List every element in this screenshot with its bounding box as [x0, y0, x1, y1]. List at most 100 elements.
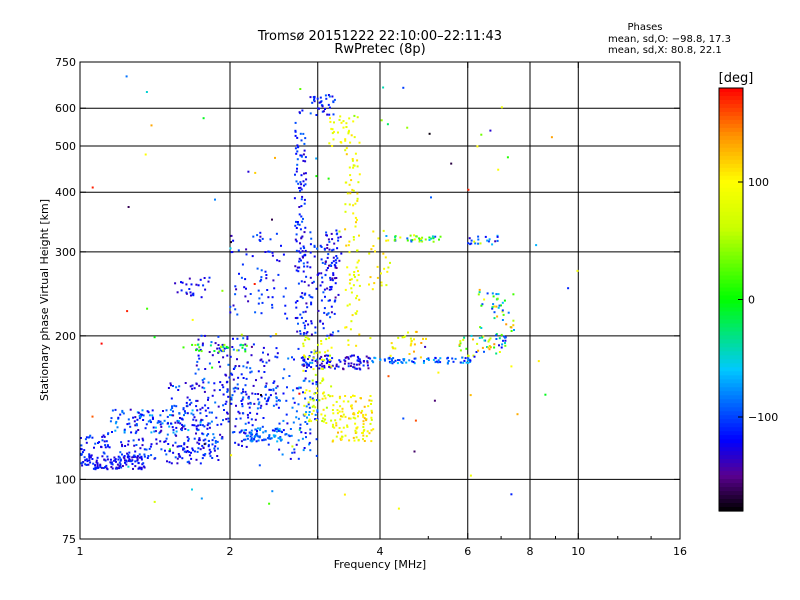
- scatter-point: [129, 408, 132, 411]
- scatter-point: [115, 460, 117, 463]
- scatter-point: [347, 357, 350, 360]
- scatter-point: [222, 349, 225, 352]
- colorbar-segment: [719, 443, 743, 448]
- scatter-point: [249, 371, 252, 374]
- scatter-point: [362, 360, 365, 363]
- scatter-point: [338, 395, 341, 398]
- scatter-point: [402, 417, 405, 420]
- scatter-point: [326, 287, 329, 290]
- scatter-point: [92, 467, 95, 470]
- scatter-point: [427, 357, 430, 360]
- scatter-point: [209, 344, 212, 347]
- scatter-point: [247, 300, 250, 303]
- scatter-point: [198, 442, 201, 445]
- scatter-point: [109, 461, 112, 464]
- scatter-point: [314, 331, 317, 334]
- scatter-point: [298, 392, 301, 395]
- scatter-point: [297, 182, 300, 185]
- scatter-point: [182, 448, 184, 451]
- scatter-point: [322, 378, 325, 381]
- scatter-point: [467, 361, 470, 364]
- scatter-point: [284, 304, 287, 307]
- scatter-point: [409, 234, 412, 237]
- scatter-point: [306, 422, 309, 425]
- scatter-point: [304, 183, 307, 186]
- scatter-point: [469, 474, 472, 477]
- scatter-point: [242, 377, 245, 379]
- scatter-point: [329, 333, 332, 336]
- scatter-point: [241, 444, 243, 447]
- colorbar-segment: [719, 455, 743, 460]
- scatter-point: [373, 282, 376, 285]
- scatter-point: [145, 91, 148, 93]
- scatter-point: [477, 235, 480, 238]
- scatter-point: [282, 295, 285, 298]
- scatter-point: [467, 358, 470, 361]
- scatter-point: [206, 434, 208, 437]
- scatter-point: [278, 428, 281, 431]
- scatter-point: [200, 296, 203, 299]
- scatter-point: [211, 443, 214, 446]
- scatter-point: [162, 410, 164, 412]
- scatter-point: [231, 346, 234, 348]
- scatter-point: [244, 429, 247, 432]
- scatter-point: [228, 376, 231, 379]
- scatter-point: [190, 457, 193, 460]
- scatter-point: [186, 412, 189, 415]
- scatter-point: [204, 409, 207, 412]
- colorbar-segment: [719, 155, 743, 161]
- scatter-point: [88, 454, 91, 457]
- scatter-point: [126, 423, 129, 426]
- scatter-point: [299, 189, 301, 192]
- scatter-point: [197, 354, 200, 357]
- scatter-point: [106, 455, 109, 458]
- scatter-point: [304, 156, 307, 159]
- scatter-point: [208, 448, 211, 451]
- scatter-point: [323, 359, 326, 362]
- scatter-point: [171, 407, 174, 410]
- scatter-point: [369, 422, 372, 425]
- scatter-point: [132, 416, 135, 419]
- scatter-point: [329, 120, 332, 123]
- scatter-point: [124, 461, 126, 464]
- scatter-point: [294, 134, 297, 137]
- colorbar-segment: [719, 343, 743, 348]
- scatter-point: [504, 339, 507, 342]
- scatter-point: [312, 280, 315, 283]
- scatter-point: [188, 277, 191, 280]
- scatter-point: [318, 399, 321, 402]
- scatter-point: [296, 136, 299, 139]
- scatter-point: [226, 380, 229, 383]
- scatter-point: [421, 240, 424, 243]
- scatter-point: [196, 360, 199, 363]
- scatter-point: [137, 429, 140, 431]
- scatter-point: [146, 457, 149, 459]
- scatter-point: [380, 119, 383, 122]
- scatter-point: [110, 462, 113, 465]
- scatter-point: [276, 352, 279, 355]
- scatter-point: [500, 106, 503, 109]
- colorbar-segment: [719, 147, 743, 153]
- scatter-point: [322, 392, 324, 395]
- colorbar-segment: [719, 399, 743, 404]
- scatter-point: [303, 293, 306, 296]
- scatter-point: [188, 454, 191, 457]
- scatter-point: [260, 276, 263, 279]
- scatter-point: [232, 239, 235, 242]
- scatter-point: [384, 359, 386, 362]
- scatter-point: [149, 419, 152, 422]
- scatter-point: [304, 336, 307, 338]
- scatter-point: [245, 248, 248, 251]
- scatter-point: [168, 448, 171, 451]
- scatter-point: [251, 392, 254, 395]
- scatter-point: [328, 240, 331, 243]
- scatter-point: [260, 394, 262, 396]
- colorbar-segment: [719, 283, 743, 289]
- scatter-point: [305, 411, 308, 414]
- scatter-point: [330, 311, 333, 314]
- scatter-point: [271, 303, 274, 306]
- scatter-point: [282, 392, 285, 395]
- scatter-point: [312, 398, 315, 401]
- scatter-point: [437, 371, 440, 374]
- scatter-point: [331, 395, 334, 398]
